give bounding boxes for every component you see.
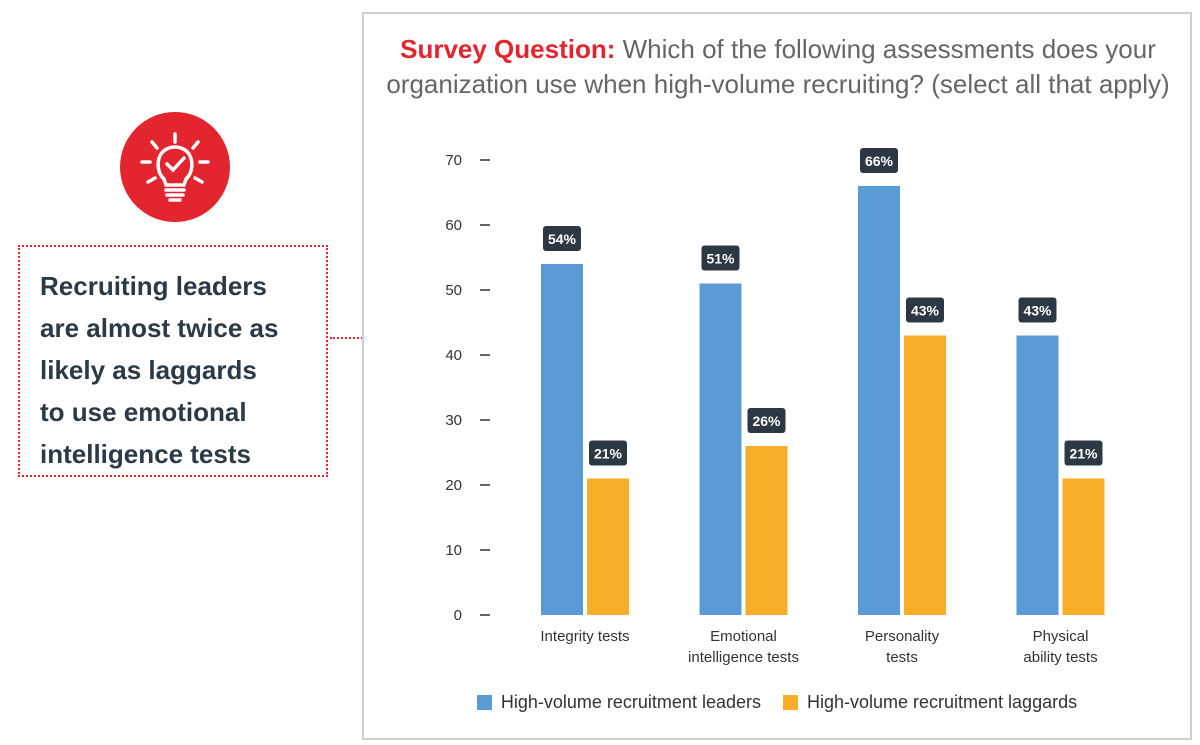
bar	[745, 446, 788, 615]
callout-line: intelligence tests	[40, 439, 251, 469]
category-label: ability tests	[1023, 649, 1097, 666]
bar	[904, 335, 946, 615]
idea-badge	[120, 112, 230, 222]
value-label-box	[701, 245, 740, 271]
chart-title-text: Which of the following assessments does …	[386, 34, 1170, 99]
chart-legend: High-volume recruitment leaders High-vol…	[364, 692, 1190, 713]
bar	[541, 264, 583, 615]
value-label: 43%	[911, 303, 940, 319]
value-label: 66%	[865, 153, 894, 169]
value-label-box	[1064, 440, 1103, 466]
chart-title: Survey Question: Which of the following …	[384, 32, 1172, 102]
category-label: Emotional	[710, 628, 777, 645]
legend-swatch-laggards	[782, 695, 798, 710]
y-tick-label: 50	[445, 282, 462, 299]
legend-item-leaders: High-volume recruitment leaders	[476, 692, 761, 713]
y-tick-label: 20	[445, 477, 462, 494]
legend-label-laggards: High-volume recruitment laggards	[806, 692, 1078, 712]
legend-item-laggards: High-volume recruitment laggards	[782, 692, 1078, 713]
y-tick-label: 10	[445, 542, 462, 559]
value-label-box	[747, 408, 786, 433]
y-tick-label: 60	[445, 217, 462, 234]
value-label: 26%	[752, 413, 781, 429]
value-label-box	[589, 440, 627, 466]
value-label-box	[543, 226, 581, 251]
bar-chart: 0 10 20 30 40 50 60 70 54% 21% Integrity tests 51% 2…	[445, 148, 1105, 666]
category-label: Physical	[1033, 628, 1089, 645]
value-label-box	[1018, 297, 1057, 323]
bar	[699, 283, 742, 615]
category-label: Integrity tests	[540, 628, 629, 645]
lightbulb-check-icon	[140, 132, 210, 202]
callout-line: Recruiting leaders	[40, 271, 267, 301]
chart-title-prefix: Survey Question:	[400, 34, 616, 64]
bar	[1016, 335, 1059, 615]
y-tick-label: 40	[445, 347, 462, 364]
callout-line: are almost twice as	[40, 313, 279, 343]
callout-line: likely as laggards	[40, 355, 257, 385]
callout-text: Recruiting leaders are almost twice as l…	[40, 265, 308, 475]
value-label: 21%	[1069, 446, 1098, 462]
y-tick-label: 70	[445, 152, 462, 169]
value-label: 54%	[548, 231, 577, 247]
bar	[858, 186, 900, 615]
value-label-box	[906, 297, 944, 323]
bar	[587, 478, 629, 615]
category-label: intelligence tests	[688, 649, 799, 666]
y-tick-label: 0	[454, 607, 462, 624]
value-label: 21%	[594, 446, 623, 462]
legend-label-leaders: High-volume recruitment leaders	[500, 692, 761, 712]
value-label: 51%	[706, 251, 735, 267]
callout-line: to use emotional	[40, 397, 247, 427]
chart-panel: Survey Question: Which of the following …	[362, 12, 1192, 740]
callout-box: Recruiting leaders are almost twice as l…	[18, 245, 328, 477]
value-label: 43%	[1023, 303, 1052, 319]
y-tick-label: 30	[445, 412, 462, 429]
legend-swatch-leaders	[476, 695, 492, 710]
value-label-box	[860, 148, 898, 173]
bar	[1062, 478, 1105, 615]
category-label: tests	[886, 649, 918, 666]
category-label: Personality	[865, 628, 940, 645]
